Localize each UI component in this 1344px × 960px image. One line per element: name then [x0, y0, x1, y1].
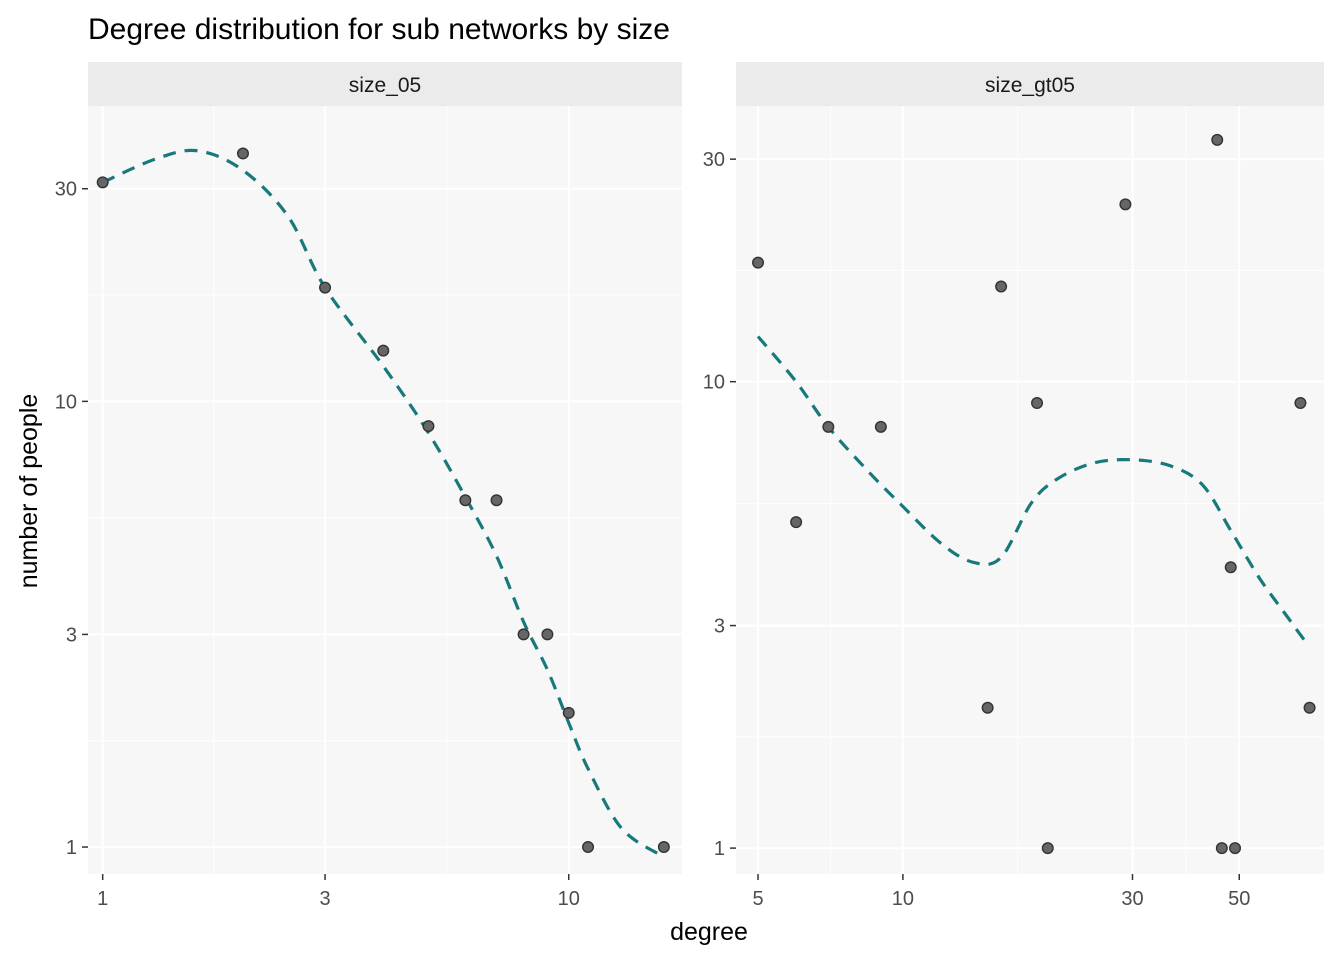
x-tick-label: 10 — [892, 888, 914, 910]
facet-strip — [88, 62, 682, 106]
x-tick-label: 50 — [1228, 888, 1250, 910]
data-point — [1303, 701, 1316, 714]
data-point — [981, 701, 994, 714]
data-point — [517, 628, 530, 641]
y-tick-label: 30 — [703, 149, 725, 171]
data-point — [1294, 397, 1307, 410]
data-point — [657, 841, 670, 854]
chart-title: Degree distribution for sub networks by … — [88, 13, 670, 46]
y-tick-label: 1 — [714, 838, 725, 860]
data-point — [459, 494, 472, 507]
data-point — [541, 628, 554, 641]
trend-line — [102, 148, 665, 859]
panel-background — [88, 106, 682, 874]
y-tick-label: 3 — [66, 624, 77, 646]
data-point — [874, 420, 887, 433]
x-tick-label: 10 — [558, 888, 580, 910]
data-point — [236, 147, 249, 160]
y-axis-title: number of people — [15, 394, 43, 589]
data-point — [377, 344, 390, 357]
y-tick-label: 10 — [703, 372, 725, 394]
data-point — [422, 420, 435, 433]
y-tick-label: 3 — [714, 616, 725, 638]
data-point — [1211, 133, 1224, 146]
facet-label: size_gt05 — [985, 74, 1075, 97]
data-point — [319, 281, 332, 294]
y-tick-label: 30 — [55, 179, 77, 201]
data-point — [562, 706, 575, 719]
panel-background — [736, 106, 1324, 874]
data-point — [822, 420, 835, 433]
facet-strip — [736, 62, 1324, 106]
data-point — [1031, 397, 1044, 410]
data-point — [490, 494, 503, 507]
x-tick-label: 5 — [752, 888, 763, 910]
data-point — [790, 516, 803, 529]
panel-size_05: size_05 1 3 10 1 3 10 30 — [55, 62, 682, 910]
panels: size_05 1 3 10 1 3 10 30 size_gt05 5 10 30 50 1 3 10 30 — [55, 62, 1324, 910]
data-point — [752, 256, 765, 269]
x-tick-label: 1 — [97, 888, 108, 910]
data-point — [1229, 842, 1242, 855]
data-point — [1041, 842, 1054, 855]
data-point — [1224, 561, 1237, 574]
data-point — [1215, 842, 1228, 855]
y-tick-label: 1 — [66, 837, 77, 859]
panel-size_gt05: size_gt05 5 10 30 50 1 3 10 30 — [703, 62, 1324, 910]
x-axis-title: degree — [670, 918, 748, 946]
data-point — [995, 280, 1008, 293]
x-tick-label: 30 — [1121, 888, 1143, 910]
facet-label: size_05 — [349, 74, 421, 97]
y-tick-label: 10 — [55, 391, 77, 413]
x-tick-label: 3 — [319, 888, 330, 910]
data-point — [582, 841, 595, 854]
trend-line — [756, 335, 1308, 645]
data-point — [1119, 198, 1132, 211]
data-point — [96, 176, 109, 189]
